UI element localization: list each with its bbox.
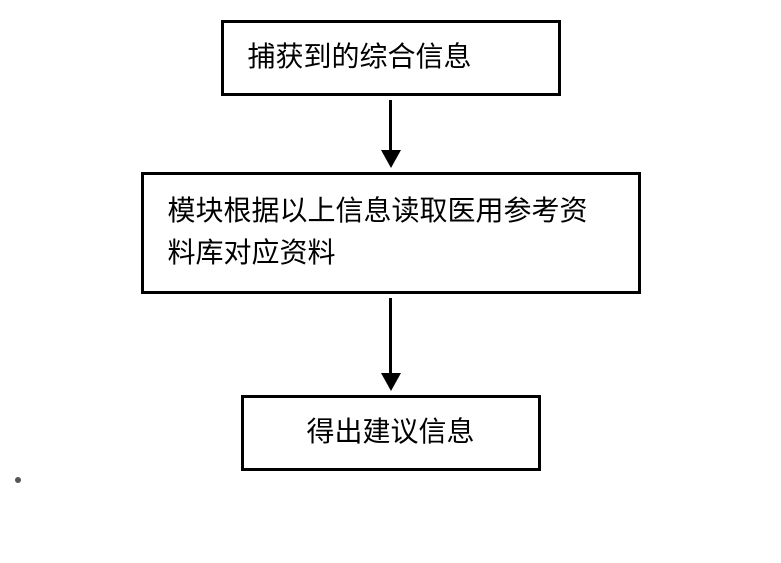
- arrow-2-line: [389, 298, 392, 373]
- flowchart-node-3: 得出建议信息: [241, 395, 541, 471]
- flowchart-node-1: 捕获到的综合信息: [221, 20, 561, 96]
- flowchart-node-2: 模块根据以上信息读取医用参考资料库对应资料: [141, 172, 641, 294]
- flowchart-container: 捕获到的综合信息 模块根据以上信息读取医用参考资料库对应资料 得出建议信息: [141, 20, 641, 471]
- arrow-1: [381, 100, 401, 168]
- arrow-1-line: [389, 100, 392, 150]
- arrow-2-head: [381, 373, 401, 391]
- node-1-label: 捕获到的综合信息: [248, 42, 472, 73]
- arrow-1-head: [381, 150, 401, 168]
- arrow-2: [381, 298, 401, 391]
- node-3-label: 得出建议信息: [306, 417, 474, 448]
- stray-dot: [15, 477, 21, 483]
- node-2-label: 模块根据以上信息读取医用参考资料库对应资料: [168, 196, 588, 269]
